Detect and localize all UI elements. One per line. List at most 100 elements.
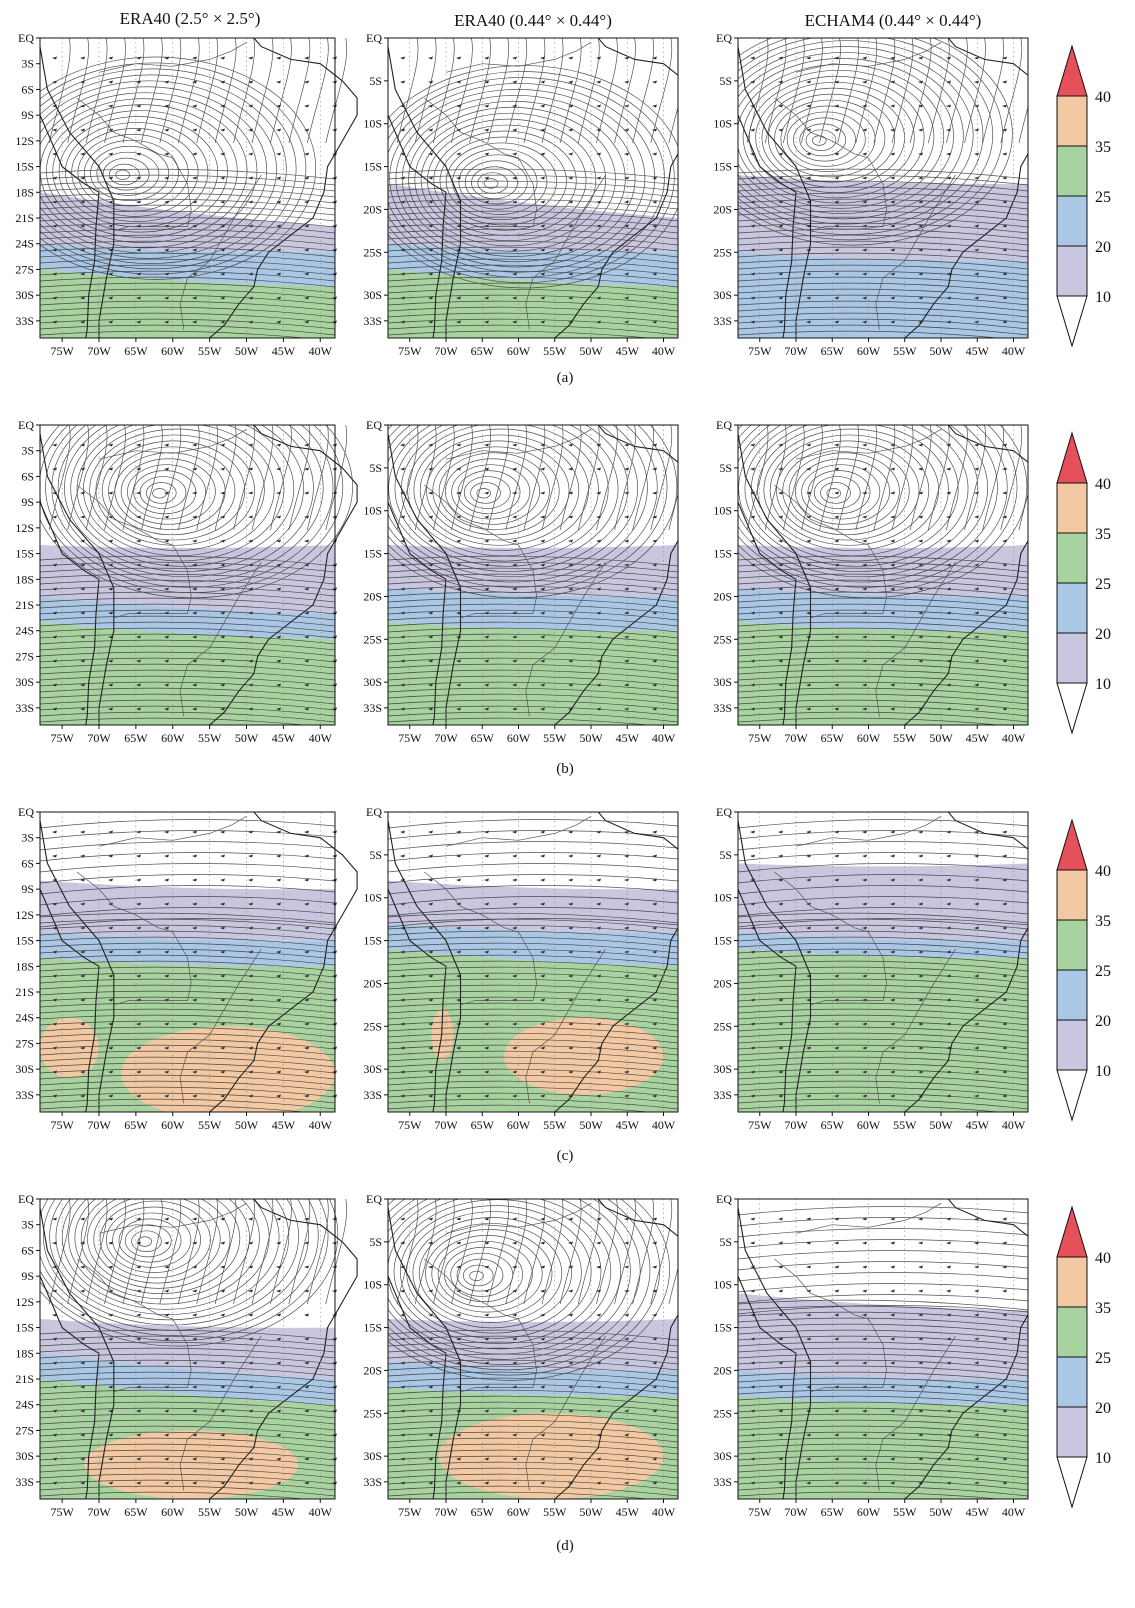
y-tick-label: 21S [15,211,34,225]
column-title-era40-coarse: ERA40 (2.5° × 2.5°) [120,9,261,28]
x-tick-label: 70W [784,1505,808,1519]
borders [424,1202,606,1491]
x-tick-label: 45W [966,1118,990,1132]
x-tick-label: 45W [272,1118,296,1132]
y-tick-label: 15S [15,547,34,561]
colorbar-label: 35 [1095,526,1111,543]
x-tick-label: 70W [784,1118,808,1132]
streamlines [388,425,678,725]
graticule [61,1199,321,1499]
coastline [738,1199,1028,1499]
x-tick-label: 50W [929,731,953,745]
x-tick-label: 60W [507,1118,531,1132]
y-tick-label: 18S [15,572,34,586]
colorbar-label: 20 [1095,626,1111,643]
graticule [409,812,664,1112]
colorbar-segment [1056,245,1088,297]
graticule [61,38,321,338]
x-tick-label: 50W [579,731,603,745]
x-tick-label: 45W [616,1505,640,1519]
y-tick-label: 15S [363,934,382,948]
colorbar-max-triangle [1056,44,1088,97]
x-tick-label: 55W [543,1505,567,1519]
x-tick-label: 55W [198,731,222,745]
y-tick-label: 15S [363,160,382,174]
y-tick-label: 30S [363,1449,382,1463]
y-tick-label: 5S [719,74,732,88]
speed-band-20 [40,243,335,287]
wind-arrows [52,1217,337,1485]
x-tick-label: 40W [652,344,676,358]
y-tick-label: 3S [21,57,34,71]
y-tick-label: 30S [363,288,382,302]
x-tick-label: 75W [748,344,772,358]
x-tick-label: 70W [87,1505,111,1519]
colorbar-label: 10 [1095,1450,1111,1467]
x-tick-label: 40W [309,1505,333,1519]
map-panel-3-2: 75W 70W 65W 60W 55W 50W 45W 40W EQ 5S 10S 15S 20S 25S… [363,805,679,1132]
x-tick-label: 55W [198,344,222,358]
map-panel-3-3: 75W 70W 65W 60W 55W 50W 45W 40W EQ 5S 10S 15S 20S 25S… [713,805,1029,1132]
graticule [409,1199,664,1499]
map-frame [737,37,1029,339]
y-tick-label: 20S [713,589,732,603]
x-tick-label: 55W [543,344,567,358]
y-tick-label: EQ [18,1192,34,1206]
y-tick-label: 33S [363,1088,382,1102]
y-tick-label: 9S [21,882,34,896]
x-tick-label: 65W [124,731,148,745]
y-tick-label: 25S [363,1019,382,1033]
y-tick-label: EQ [18,805,34,819]
colorbar: 40 35 25 20 10 [1056,1205,1111,1509]
colorbar-label: 25 [1095,576,1111,593]
streamlines [388,819,678,1112]
x-tick-label: 40W [1002,1118,1026,1132]
x-tick-label: 60W [507,1505,531,1519]
x-tick-label: 60W [857,1118,881,1132]
colorbar: 40 35 25 20 10 [1056,818,1111,1122]
speed-band-25 [40,622,335,725]
y-tick-label: EQ [366,31,382,45]
x-tick-label: 65W [471,1505,495,1519]
streamlines [388,1199,678,1499]
colorbar-max-triangle [1056,818,1088,871]
speed-high-35 [121,1026,335,1112]
map-frame [39,811,336,1113]
map-panel-2-2: 75W 70W 65W 60W 55W 50W 45W 40W EQ 5S 10S 15S 20S 25S… [363,418,679,745]
x-tick-label: 55W [893,344,917,358]
y-tick-label: 15S [15,1321,34,1335]
y-tick-label: 21S [15,598,34,612]
x-tick-label: 70W [87,344,111,358]
y-tick-label: 25S [713,632,732,646]
y-tick-label: 30S [15,1062,34,1076]
map-frame [737,1198,1029,1500]
map-panel-3-1: 75W 70W 65W 60W 55W 50W 45W 40W EQ 3S 6S 9S 12S 15S 18… [15,805,358,1132]
x-tick-label: 75W [398,344,422,358]
colorbar-segment [1056,919,1088,971]
x-tick-label: 55W [198,1118,222,1132]
colorbar-segment [1056,1256,1088,1308]
y-tick-label: 15S [15,160,34,174]
x-tick-label: 45W [966,344,990,358]
speed-high-35 [40,1017,99,1078]
x-tick-label: 70W [434,1118,458,1132]
speed-band-10 [40,1319,335,1379]
map-panel-1-3: 75W 70W 65W 60W 55W 50W 45W 40W EQ 5S 10S 15S 20S 25S… [713,31,1029,358]
x-tick-label: 75W [50,1118,74,1132]
x-tick-label: 60W [857,1505,881,1519]
y-tick-label: 6S [21,1243,34,1257]
y-tick-label: 10S [713,117,732,131]
colorbar-segment [1056,195,1088,247]
colorbar-label: 10 [1095,289,1111,306]
x-tick-label: 65W [821,731,845,745]
y-tick-label: 20S [713,1363,732,1377]
map-frame [737,424,1029,726]
x-tick-label: 55W [543,731,567,745]
colorbar: 40 35 25 20 10 [1056,44,1111,348]
y-tick-label: EQ [18,418,34,432]
y-tick-label: 33S [713,1088,732,1102]
y-tick-label: EQ [366,418,382,432]
coastline [40,38,358,338]
x-tick-label: 60W [507,731,531,745]
y-tick-label: 12S [15,521,34,535]
